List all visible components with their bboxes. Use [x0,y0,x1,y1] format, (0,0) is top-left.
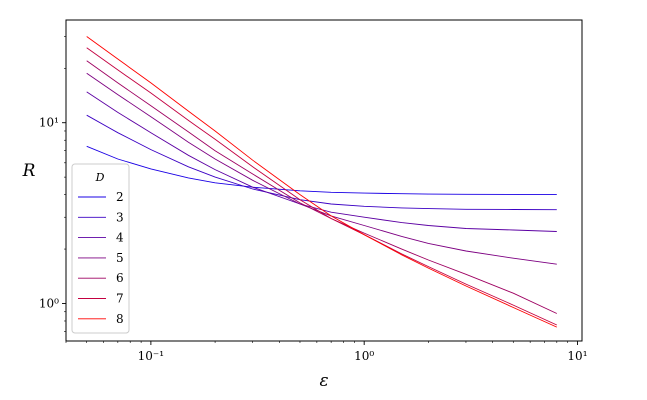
legend-label-2: 2 [116,190,124,204]
legend-label-3: 3 [116,210,124,224]
series-line-8 [86,36,557,328]
legend-title: D [95,171,105,184]
legend-frame [71,163,130,334]
x-axis-label: ε [319,371,328,391]
series-line-7 [86,47,557,326]
series-line-3 [86,114,557,211]
legend-label-4: 4 [116,231,124,245]
x-tick-label: 10⁻¹ [138,349,164,363]
legend-label-7: 7 [116,292,124,306]
series-line-6 [86,60,557,314]
x-axis: 10⁻¹ 10⁰ 10¹ [65,341,588,363]
legend-label-8: 8 [116,312,124,326]
y-tick-label: 10¹ [39,116,59,130]
series-line-4 [86,91,557,232]
plot-area [86,36,557,328]
legend-label-5: 5 [116,251,124,265]
y-tick-label: 10⁰ [39,296,59,310]
y-axis-label: R [22,161,36,181]
plot-frame [65,19,583,342]
legend-label-6: 6 [116,271,124,285]
y-axis: 10⁰ 10¹ [39,36,66,332]
legend: D 2 3 4 5 6 7 8 [71,163,130,334]
x-tick-label: 10⁰ [354,349,374,363]
series-line-2 [86,145,557,196]
series-line-5 [86,72,557,265]
x-tick-label: 10¹ [567,349,587,363]
